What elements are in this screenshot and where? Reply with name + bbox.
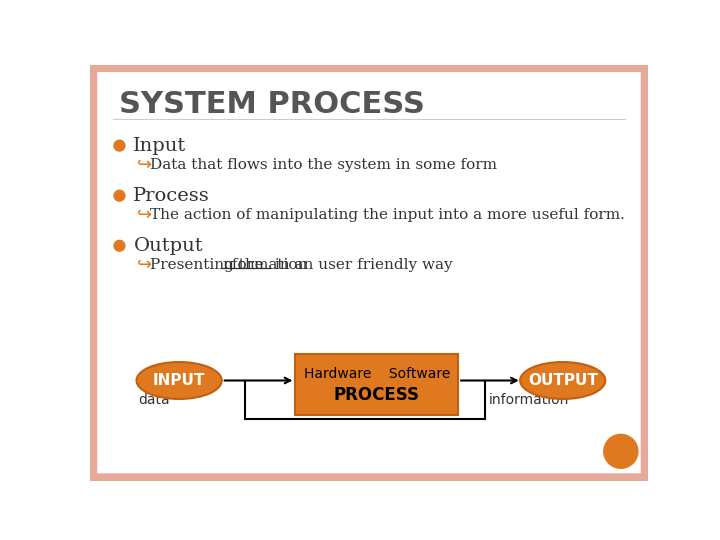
Text: Hardware    Software: Hardware Software [304,367,450,381]
Text: information: information [489,393,570,407]
Text: Data that flows into the system in some form: Data that flows into the system in some … [150,158,498,172]
Ellipse shape [520,362,606,399]
Circle shape [604,434,638,468]
Circle shape [114,140,125,151]
Text: data: data [138,393,170,407]
Circle shape [114,190,125,201]
Text: INPUT: INPUT [153,373,205,388]
Text: PROCESS: PROCESS [334,387,420,404]
Text: ↪: ↪ [137,206,152,224]
Text: Input: Input [133,137,186,154]
Text: The action of manipulating the input into a more useful form.: The action of manipulating the input int… [150,208,626,222]
Text: Output: Output [133,237,203,255]
Text: OUTPUT: OUTPUT [528,373,598,388]
FancyBboxPatch shape [295,354,458,415]
Text: nformation: nformation [222,258,307,272]
Ellipse shape [137,362,222,399]
Text: ↪: ↪ [137,156,152,174]
Text: SYSTEM PROCESS: SYSTEM PROCESS [120,90,426,119]
Text: Presenting the: Presenting the [150,258,269,272]
Text: ↪: ↪ [137,256,152,274]
Circle shape [114,240,125,251]
Text: in an user friendly way: in an user friendly way [269,258,452,272]
Text: Process: Process [133,187,210,205]
